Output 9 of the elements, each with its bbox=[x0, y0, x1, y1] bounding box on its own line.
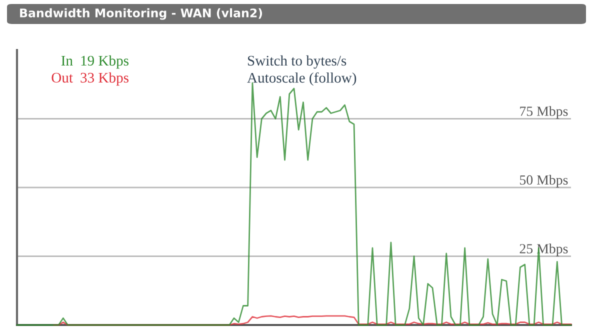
annotation: 19 Kbps bbox=[81, 55, 128, 69]
y-tick-label: 50 Mbps bbox=[520, 174, 568, 188]
annotation: Switch to bytes/s bbox=[248, 55, 346, 69]
y-tick-label: 75 Mbps bbox=[520, 106, 568, 119]
text: In bbox=[61, 56, 73, 66]
chart-title: Bandwidth Monitoring - WAN (vlan2) bbox=[20, 8, 262, 20]
annotation: Autoscale (follow) bbox=[247, 72, 356, 86]
annotation: 33 Kbps bbox=[80, 72, 128, 86]
text: Out bbox=[52, 72, 73, 83]
